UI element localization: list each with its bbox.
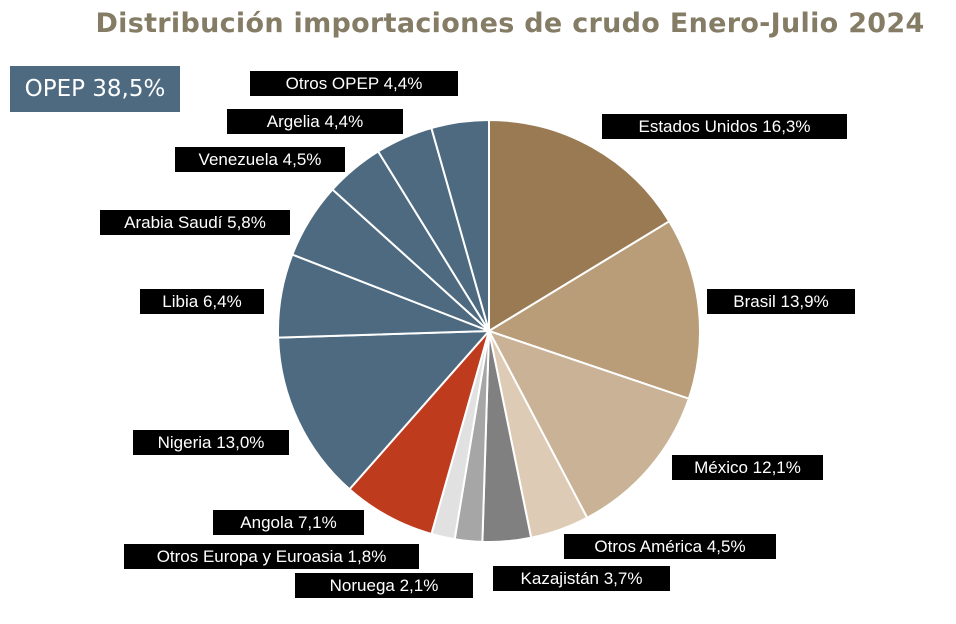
slice-label: Venezuela 4,5% (175, 147, 345, 172)
slice-label: Otros OPEP 4,4% (250, 71, 458, 96)
slice-label: Kazajistán 3,7% (493, 566, 670, 591)
opep-total-badge: OPEP 38,5% (10, 66, 180, 112)
slice-label: Angola 7,1% (213, 510, 364, 535)
pie-slice (430, 118, 490, 332)
pie-slice (486, 219, 701, 400)
slice-label: Argelia 4,4% (227, 109, 403, 134)
pie-slice (488, 118, 671, 333)
slice-label: Nigeria 13,0% (133, 430, 289, 455)
slice-label: Noruega 2,1% (295, 573, 473, 598)
slice-label: Estados Unidos 16,3% (602, 114, 847, 139)
slice-label: Brasil 13,9% (707, 289, 855, 314)
slice-label: México 12,1% (672, 455, 823, 480)
slice-label: Otros América 4,5% (564, 534, 776, 559)
slice-label: Libia 6,4% (140, 289, 264, 314)
slice-label: Arabia Saudí 5,8% (100, 210, 290, 235)
chart-title: Distribución importaciones de crudo Ener… (95, 8, 925, 39)
slice-label: Otros Europa y Euroasia 1,8% (124, 544, 419, 569)
pie-slice (486, 329, 691, 520)
pie-slice (277, 329, 492, 491)
